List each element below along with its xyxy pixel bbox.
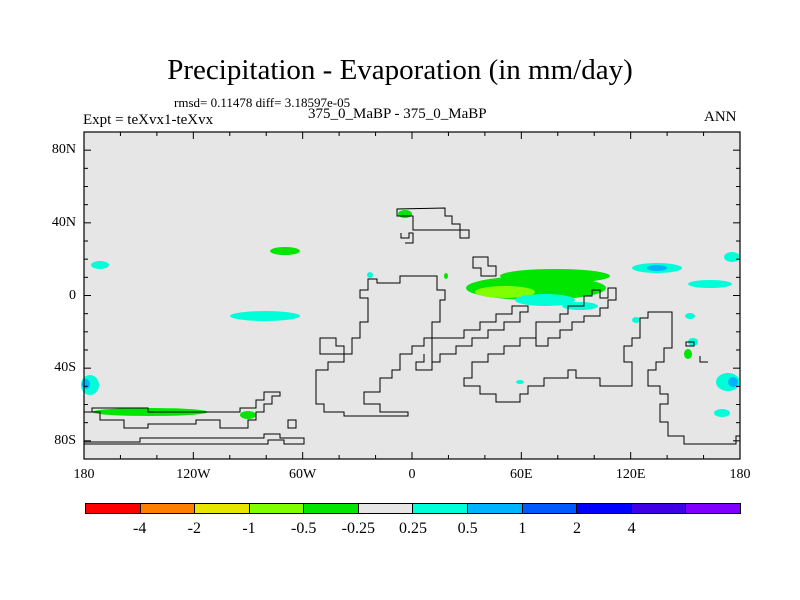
y-tick-label: 80S (54, 432, 76, 448)
anomaly-blob (647, 265, 667, 271)
anomaly-blob (475, 286, 535, 298)
anomaly-blob (684, 349, 692, 359)
anomaly-blob (688, 280, 732, 288)
coastline (685, 341, 695, 347)
coastline (84, 391, 281, 429)
x-tick-label: 60W (289, 467, 317, 482)
coastline (84, 433, 305, 445)
subtitle: 375_0_MaBP - 375_0_MaBP (308, 106, 487, 122)
anomaly-blob (714, 409, 730, 417)
colorbar-swatch (413, 503, 469, 514)
colorbar-label: 0.25 (399, 520, 427, 537)
colorbar-swatch (522, 503, 578, 514)
colorbar-swatch (304, 503, 359, 514)
anomaly-blob (728, 377, 738, 387)
coastline (472, 256, 497, 277)
anomaly-blob (240, 411, 256, 419)
coastline (396, 207, 470, 239)
x-tick-label: 120E (615, 467, 646, 482)
anomaly-blob (500, 269, 610, 283)
stats-text: rmsd= 0.11478 diff= 3.18597e-05 (174, 95, 351, 110)
anomaly-blob (367, 272, 373, 278)
anomaly-blob (82, 379, 90, 389)
colorbar-label: 4 (627, 520, 636, 537)
colorbar-label: 0.5 (457, 520, 478, 537)
colorbar-label: -0.25 (341, 520, 375, 537)
axis-ticks (83, 132, 741, 459)
colorbar-swatch (686, 503, 741, 514)
x-tick-label: 120W (176, 467, 211, 482)
colorbar-swatch (249, 503, 305, 514)
map-background (84, 132, 740, 459)
colorbar-label: -0.5 (290, 520, 317, 537)
y-tick-label: 0 (69, 287, 76, 303)
coastline (699, 356, 708, 363)
map-title: Precipitation - Evaporation (in mm/day) (167, 54, 633, 86)
y-tick-label: 40N (51, 214, 76, 230)
colorbar-label: -1 (242, 520, 256, 537)
anomaly-blob (515, 294, 575, 306)
colorbar-swatch (195, 503, 250, 514)
coastline (315, 275, 446, 417)
colorbar-swatch (358, 503, 414, 514)
coastline (415, 354, 433, 371)
colorbar-swatch (85, 503, 141, 514)
anomaly-blob (685, 313, 695, 319)
x-tick-label: 180 (73, 467, 95, 482)
anomaly-blob (230, 311, 300, 321)
colorbar-label: -4 (132, 520, 147, 537)
anomaly-blob (632, 317, 640, 323)
coastline (287, 419, 297, 429)
x-tick-label: 60E (510, 467, 533, 482)
colorbar-swatch (577, 503, 632, 514)
anomaly-blob (270, 247, 300, 255)
colorbar-label: 2 (573, 520, 581, 537)
anomaly-blob (724, 252, 740, 262)
coastline (431, 305, 529, 363)
coastline (400, 232, 414, 244)
colorbar-label: 1 (518, 520, 527, 537)
colorbar-swatch (140, 503, 196, 514)
colorbar-swatch (468, 503, 523, 514)
x-tick-label: 0 (408, 467, 416, 482)
anomaly-blob (398, 210, 412, 218)
y-tick-label: 40S (54, 360, 76, 376)
coastlines (84, 207, 740, 445)
x-tick-label: 180 (729, 467, 751, 482)
experiment-label: Expt = teXvx1-teXvx (83, 112, 214, 128)
coastline (535, 287, 617, 347)
anomaly-blob (91, 261, 109, 269)
colorbar-swatch (631, 503, 687, 514)
y-tick-label: 80N (51, 142, 76, 158)
field-shading (81, 210, 740, 419)
colorbar (85, 503, 741, 514)
anomaly-blob (444, 273, 448, 279)
coastline (463, 311, 740, 445)
season-label: ANN (704, 109, 737, 125)
anomaly-blob (516, 380, 524, 384)
colorbar-label: -2 (187, 520, 201, 537)
